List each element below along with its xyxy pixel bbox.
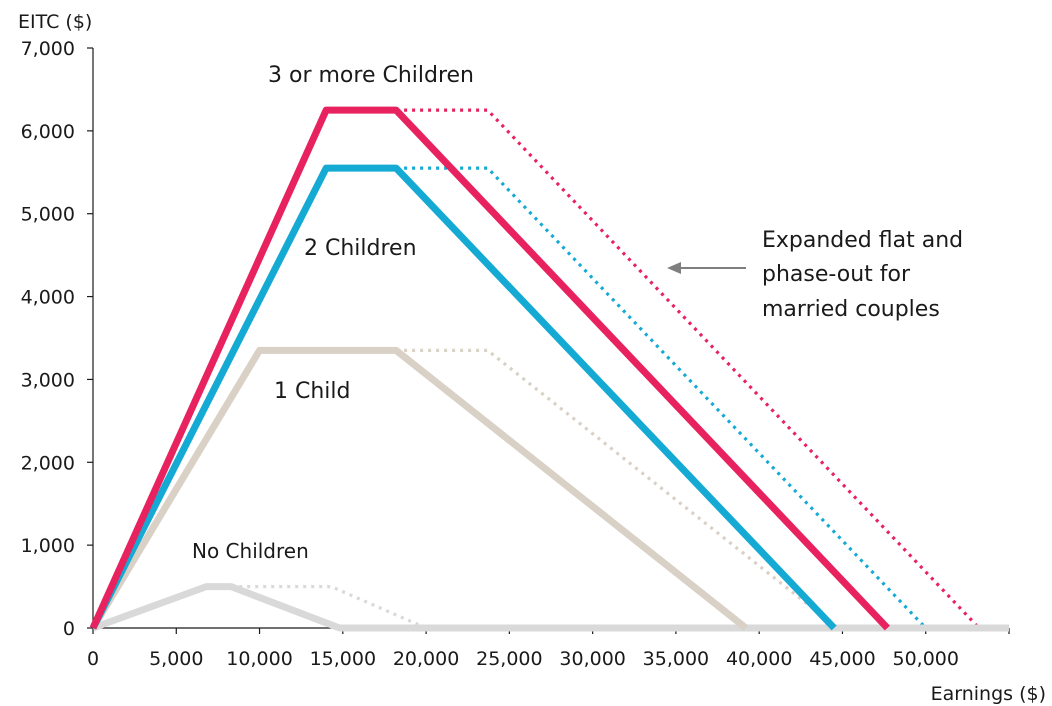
y-tick-label: 4,000 — [21, 287, 75, 309]
x-tick-label: 40,000 — [726, 648, 792, 670]
series-line-1-child-married — [396, 348, 839, 630]
annotation-arrow-head-icon — [667, 262, 681, 274]
x-tick-label: 0 — [87, 648, 99, 670]
x-tick-label: 30,000 — [559, 648, 625, 670]
annotation-line-2: phase-out for — [762, 262, 911, 287]
annotation-line-3: married couples — [762, 297, 940, 322]
series-line-2-children — [89, 164, 837, 631]
x-tick-label: 10,000 — [226, 648, 292, 670]
x-tick-label: 25,000 — [476, 648, 542, 670]
series-line-no-children — [91, 583, 1009, 632]
label-two-children: 2 Children — [304, 236, 417, 261]
y-axis-title: EITC ($) — [18, 11, 92, 33]
married-series-group — [231, 108, 1009, 630]
y-tick-label: 1,000 — [21, 535, 75, 557]
series-line-2-children-married — [396, 166, 927, 630]
annotation-line-1: Expanded flat and — [762, 228, 963, 253]
axis-ticks: 0 1,000 2,000 3,000 4,000 5,000 6,000 7,000 0 5,0… — [21, 38, 1010, 670]
x-tick-label: 50,000 — [892, 648, 958, 670]
y-tick-label: 2,000 — [21, 452, 75, 474]
label-no-children: No Children — [192, 539, 309, 563]
series-line-3-or-more-children-married — [396, 108, 1009, 630]
x-tick-label: 20,000 — [393, 648, 459, 670]
y-tick-label: 6,000 — [21, 121, 75, 143]
y-tick-label: 0 — [63, 618, 75, 640]
series-line-1-child — [89, 346, 749, 631]
series-line-no-children-married — [231, 584, 427, 630]
label-three-plus-children: 3 or more Children — [268, 63, 474, 88]
x-tick-label: 15,000 — [310, 648, 376, 670]
label-one-child: 1 Child — [274, 379, 350, 404]
x-tick-label: 45,000 — [809, 648, 875, 670]
y-tick-label: 3,000 — [21, 369, 75, 391]
x-tick-label: 5,000 — [149, 648, 203, 670]
y-tick-label: 7,000 — [21, 38, 75, 60]
series-line-3-or-more-children — [89, 106, 890, 631]
x-tick-label: 35,000 — [643, 648, 709, 670]
x-axis-title: Earnings ($) — [931, 683, 1046, 705]
series-group — [89, 106, 1009, 632]
y-tick-label: 5,000 — [21, 204, 75, 226]
